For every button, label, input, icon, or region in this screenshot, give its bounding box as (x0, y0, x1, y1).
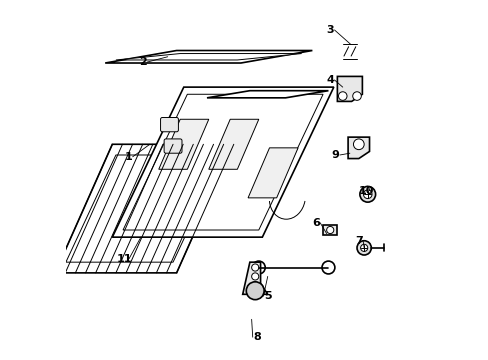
Polygon shape (66, 155, 223, 262)
Polygon shape (116, 54, 301, 60)
Circle shape (359, 186, 375, 202)
Text: 1: 1 (124, 152, 132, 162)
Circle shape (363, 190, 371, 199)
Text: 7: 7 (354, 236, 362, 246)
Circle shape (246, 282, 264, 300)
Polygon shape (159, 119, 208, 169)
Text: 6: 6 (311, 218, 319, 228)
Circle shape (352, 92, 361, 100)
Circle shape (338, 92, 346, 100)
Text: 8: 8 (253, 332, 260, 342)
Polygon shape (242, 262, 267, 294)
Text: 10: 10 (358, 186, 373, 196)
Polygon shape (105, 50, 312, 63)
Circle shape (360, 244, 367, 251)
FancyBboxPatch shape (164, 139, 182, 153)
Polygon shape (55, 144, 233, 273)
Polygon shape (337, 76, 362, 102)
Circle shape (353, 139, 364, 150)
Polygon shape (247, 148, 298, 198)
Circle shape (356, 241, 370, 255)
Circle shape (251, 264, 258, 271)
Text: 3: 3 (326, 25, 333, 35)
Circle shape (326, 226, 333, 234)
Text: 11: 11 (117, 253, 132, 264)
Polygon shape (323, 225, 337, 235)
Text: 4: 4 (325, 75, 333, 85)
Circle shape (251, 273, 258, 280)
Polygon shape (206, 91, 328, 98)
Polygon shape (347, 137, 369, 158)
FancyBboxPatch shape (160, 117, 178, 132)
Text: 9: 9 (331, 150, 339, 160)
Polygon shape (123, 94, 323, 230)
Text: 5: 5 (264, 291, 271, 301)
Circle shape (252, 261, 264, 274)
Polygon shape (112, 87, 333, 237)
Polygon shape (208, 119, 258, 169)
Circle shape (322, 261, 334, 274)
Text: 2: 2 (139, 57, 146, 67)
